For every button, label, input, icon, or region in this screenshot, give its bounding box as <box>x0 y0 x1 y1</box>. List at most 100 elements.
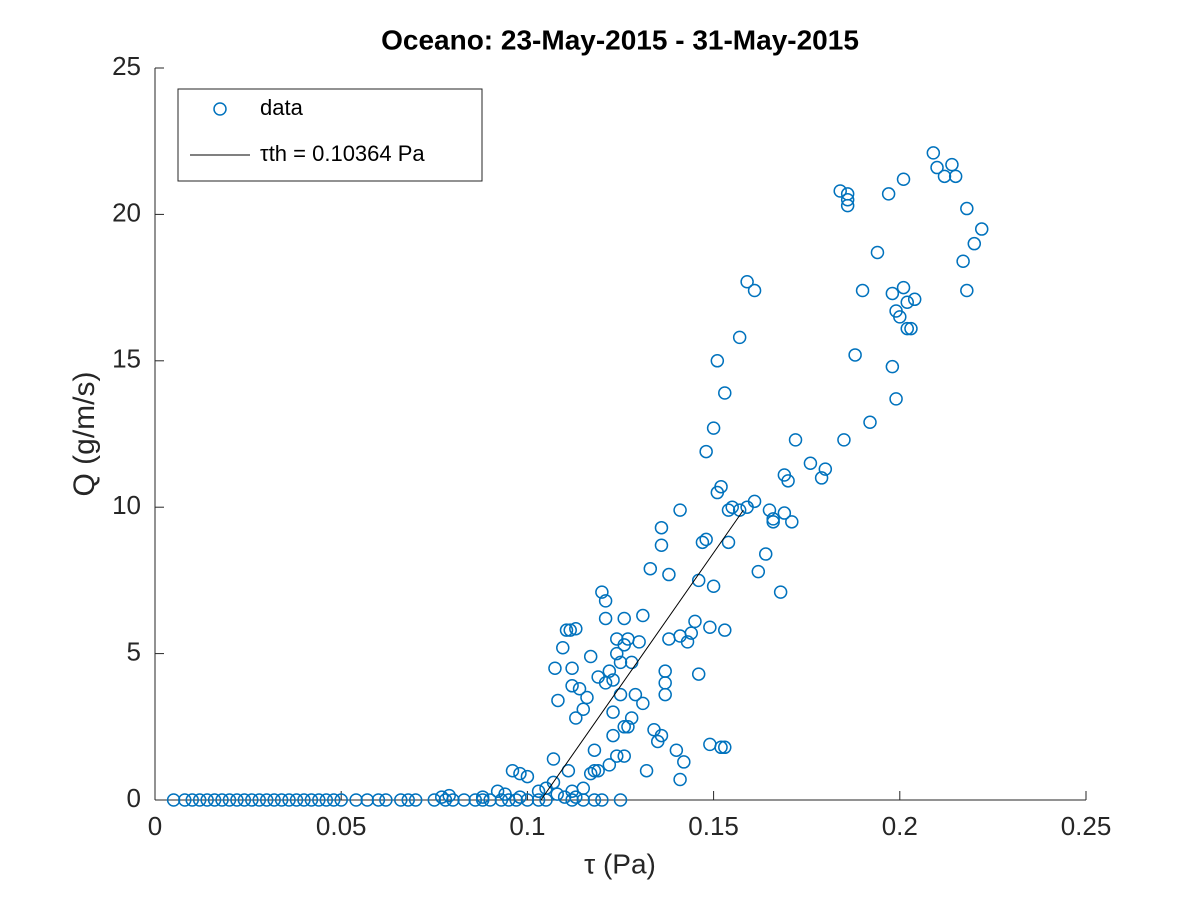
x-tick-label: 0.05 <box>316 811 367 841</box>
x-tick-label: 0.15 <box>688 811 739 841</box>
data-point <box>907 292 922 307</box>
data-point <box>583 649 598 664</box>
data-point <box>259 793 274 807</box>
data-point <box>606 728 620 743</box>
data-point <box>937 169 952 184</box>
data-point <box>893 310 907 324</box>
data-point <box>904 321 918 336</box>
data-point <box>565 661 579 675</box>
y-axis-label: Q (g/m/s) <box>68 372 101 497</box>
data-point <box>434 790 449 804</box>
data-point <box>855 283 870 298</box>
data-point <box>632 635 646 649</box>
data-point <box>751 564 766 579</box>
data-point <box>840 193 855 207</box>
y-tick-label: 10 <box>112 490 141 520</box>
data-point <box>442 788 456 803</box>
data-point <box>334 793 348 807</box>
data-point <box>598 676 613 690</box>
data-point <box>885 286 900 301</box>
data-point <box>587 743 602 757</box>
data-point <box>548 661 562 675</box>
data-point <box>677 755 691 769</box>
data-point <box>710 354 725 368</box>
legend-marker <box>213 102 227 116</box>
data-point <box>658 676 672 690</box>
data-point <box>591 763 605 778</box>
data-point <box>200 793 214 807</box>
data-point <box>569 621 583 636</box>
data-point <box>245 793 259 807</box>
data-point <box>559 623 574 637</box>
data-point <box>587 793 602 807</box>
data-point <box>546 752 561 766</box>
y-tick-label: 15 <box>112 344 141 374</box>
data-point <box>401 793 415 807</box>
data-point <box>602 758 617 772</box>
data-point <box>563 623 577 637</box>
y-tick-label: 0 <box>127 783 141 813</box>
data-point <box>576 781 591 796</box>
x-tick-label: 0.2 <box>882 811 918 841</box>
data-point <box>610 749 624 763</box>
data-point <box>509 793 523 807</box>
data-point <box>900 321 914 336</box>
data-point <box>662 567 676 582</box>
data-point <box>721 503 736 517</box>
legend-label: τth = 0.10364 Pa <box>260 141 425 166</box>
data-point <box>669 743 684 757</box>
data-point <box>695 535 710 550</box>
data-point <box>900 295 914 309</box>
data-point <box>598 611 613 626</box>
data-point <box>427 793 442 807</box>
data-point <box>297 793 311 807</box>
data-point <box>531 784 546 798</box>
data-point <box>758 547 773 561</box>
data-point <box>691 667 706 681</box>
x-tick-label: 0.1 <box>509 811 545 841</box>
data-point <box>747 283 762 298</box>
data-point <box>699 532 713 547</box>
data-point <box>621 720 635 734</box>
y-tick-label: 5 <box>127 636 141 666</box>
data-point <box>718 623 732 637</box>
data-point <box>896 280 911 295</box>
data-point <box>602 664 617 678</box>
data-point <box>237 793 252 807</box>
data-point <box>475 790 490 804</box>
data-point <box>818 462 833 476</box>
data-point <box>565 679 579 693</box>
data-point <box>617 749 631 763</box>
y-tick-label: 20 <box>112 197 141 227</box>
data-point <box>881 187 896 201</box>
data-point <box>654 728 669 743</box>
data-point <box>408 793 423 807</box>
data-point <box>267 793 281 807</box>
data-point <box>556 640 570 655</box>
data-point <box>788 433 803 447</box>
data-point <box>706 579 721 594</box>
data-point <box>840 198 855 213</box>
data-point <box>215 793 229 807</box>
data-point <box>639 763 654 778</box>
data-point <box>457 793 471 807</box>
data-point <box>703 620 717 634</box>
data-point <box>740 274 754 289</box>
chart-title: Oceano: 23-May-2015 - 31-May-2015 <box>381 24 859 55</box>
data-point <box>565 793 579 807</box>
data-point <box>673 772 687 787</box>
data-point <box>606 673 620 687</box>
data-point <box>654 520 669 535</box>
data-point <box>777 506 792 520</box>
data-point <box>379 793 393 807</box>
data-point <box>628 687 643 702</box>
data-point <box>762 503 777 517</box>
data-point <box>490 784 505 798</box>
data-point <box>505 763 520 778</box>
data-point <box>550 787 564 801</box>
data-point <box>960 283 974 298</box>
data-point <box>706 421 721 435</box>
data-point <box>718 386 732 400</box>
data-point <box>673 503 687 517</box>
